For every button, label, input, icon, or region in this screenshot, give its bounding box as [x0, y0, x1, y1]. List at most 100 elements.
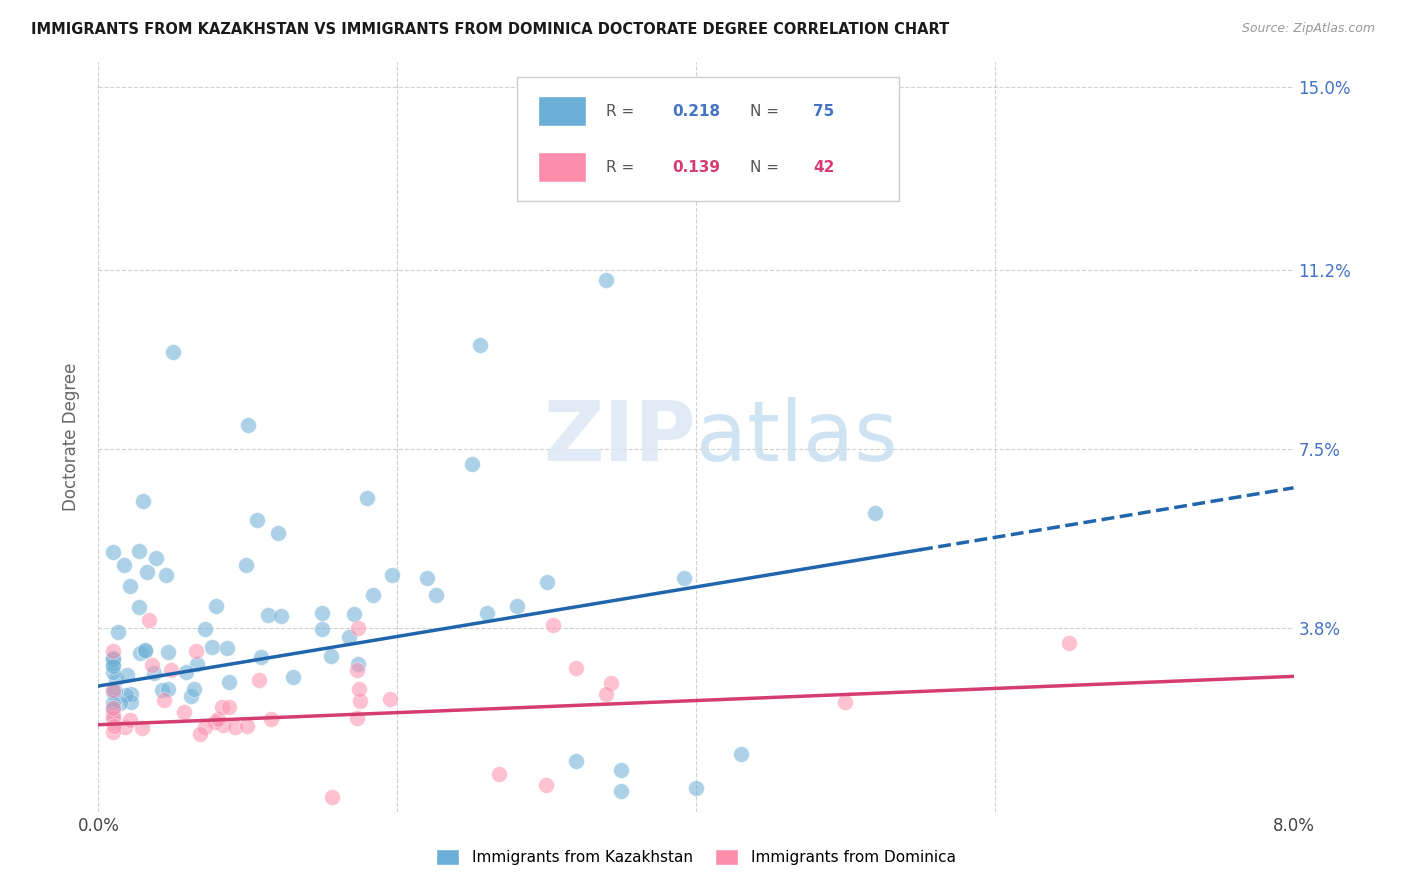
- Text: IMMIGRANTS FROM KAZAKHSTAN VS IMMIGRANTS FROM DOMINICA DOCTORATE DEGREE CORRELAT: IMMIGRANTS FROM KAZAKHSTAN VS IMMIGRANTS…: [31, 22, 949, 37]
- Point: [107, 625, 129, 640]
- Point: [565, 661, 588, 675]
- Point: [337, 630, 360, 644]
- Point: [215, 641, 238, 656]
- Point: [346, 663, 368, 677]
- Point: [207, 712, 229, 726]
- Point: [250, 650, 273, 665]
- Text: 0.218: 0.218: [672, 103, 720, 119]
- Point: [235, 558, 257, 573]
- Point: [346, 710, 368, 724]
- Point: [103, 644, 125, 658]
- Point: [104, 684, 127, 698]
- Point: [184, 644, 207, 658]
- Point: [212, 717, 235, 731]
- Point: [425, 588, 447, 602]
- Point: [347, 681, 370, 696]
- Point: [180, 690, 202, 704]
- Point: [174, 665, 197, 679]
- Point: [134, 642, 156, 657]
- Point: [267, 526, 290, 541]
- Point: [259, 712, 281, 726]
- Point: [134, 643, 156, 657]
- Point: [321, 789, 343, 804]
- Point: [103, 659, 125, 673]
- Point: [153, 693, 176, 707]
- Point: [145, 550, 167, 565]
- Point: [103, 701, 125, 715]
- Point: [194, 720, 217, 734]
- Text: 75: 75: [813, 103, 834, 119]
- Y-axis label: Doctorate Degree: Doctorate Degree: [62, 363, 80, 511]
- Point: [128, 599, 150, 614]
- Point: [186, 657, 208, 672]
- Point: [129, 646, 152, 660]
- Point: [475, 607, 498, 621]
- Point: [131, 721, 153, 735]
- Point: [211, 700, 233, 714]
- Point: [247, 673, 270, 688]
- Point: [141, 658, 163, 673]
- Text: N =: N =: [749, 160, 783, 175]
- Point: [218, 700, 240, 714]
- Point: [143, 665, 166, 680]
- Point: [103, 697, 125, 711]
- Point: [173, 705, 195, 719]
- Point: [865, 506, 887, 520]
- Point: [343, 607, 366, 621]
- Point: [281, 670, 304, 684]
- Point: [506, 599, 529, 614]
- Point: [108, 696, 131, 710]
- Point: [595, 273, 617, 287]
- Point: [156, 681, 179, 696]
- Point: [103, 682, 125, 697]
- FancyBboxPatch shape: [538, 153, 586, 182]
- Point: [156, 645, 179, 659]
- Text: R =: R =: [606, 160, 640, 175]
- Point: [356, 491, 378, 505]
- Point: [416, 571, 439, 585]
- Point: [162, 345, 184, 359]
- Legend: Immigrants from Kazakhstan, Immigrants from Dominica: Immigrants from Kazakhstan, Immigrants f…: [430, 843, 962, 871]
- Point: [488, 767, 510, 781]
- Point: [103, 685, 125, 699]
- Point: [534, 778, 557, 792]
- Point: [103, 657, 125, 671]
- Point: [600, 676, 623, 690]
- Point: [194, 622, 217, 636]
- Point: [363, 588, 385, 602]
- Text: N =: N =: [749, 103, 783, 119]
- Point: [311, 606, 333, 620]
- Text: R =: R =: [606, 103, 640, 119]
- Point: [204, 714, 226, 729]
- Point: [150, 682, 173, 697]
- Point: [103, 652, 125, 666]
- Point: [236, 719, 259, 733]
- Point: [204, 599, 226, 613]
- Point: [188, 727, 211, 741]
- Point: [118, 713, 141, 727]
- Point: [117, 667, 139, 681]
- Point: [105, 673, 128, 687]
- Point: [378, 691, 401, 706]
- Point: [201, 640, 224, 654]
- Point: [536, 574, 558, 589]
- Point: [347, 657, 370, 672]
- Point: [155, 568, 177, 582]
- Point: [114, 720, 136, 734]
- Point: [103, 545, 125, 559]
- Text: 0.139: 0.139: [672, 160, 720, 175]
- Point: [685, 780, 707, 795]
- Point: [103, 705, 125, 719]
- Point: [270, 609, 292, 624]
- Point: [834, 695, 856, 709]
- Point: [236, 417, 259, 432]
- Point: [103, 711, 125, 725]
- Point: [218, 675, 240, 690]
- FancyBboxPatch shape: [517, 78, 900, 201]
- Point: [103, 651, 125, 665]
- Text: atlas: atlas: [696, 397, 897, 477]
- Point: [132, 494, 155, 508]
- Point: [120, 687, 142, 701]
- Point: [103, 701, 125, 715]
- Point: [160, 663, 183, 677]
